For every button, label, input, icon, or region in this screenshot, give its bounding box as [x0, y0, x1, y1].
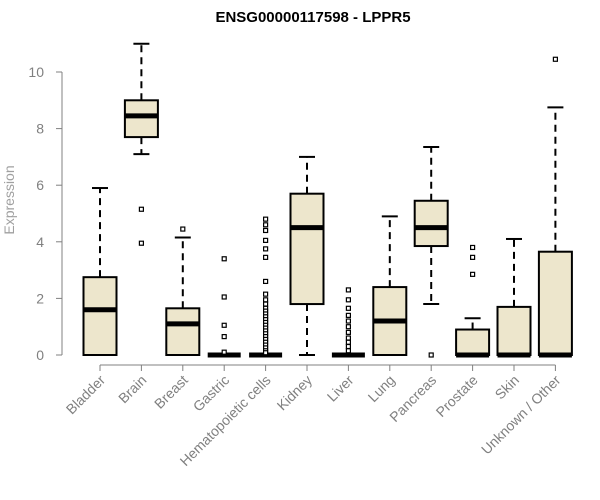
box-group: [537, 56, 573, 358]
box-iqr: [496, 305, 532, 357]
outlier-point: [345, 348, 351, 354]
box-group: [123, 42, 159, 246]
outlier-point: [263, 216, 269, 222]
outlier-point: [263, 237, 269, 243]
box-group: [455, 244, 491, 358]
outlier-point: [345, 343, 351, 350]
outlier-point: [263, 291, 269, 297]
outlier-point: [470, 244, 476, 251]
box-group: [82, 187, 118, 356]
box-group: [289, 155, 325, 356]
outlier-point: [263, 254, 269, 260]
x-tick-label: Kidney: [274, 372, 316, 414]
x-tick-label: Liver: [324, 372, 357, 405]
box-iqr: [289, 192, 325, 306]
box-iqr: [165, 307, 201, 356]
outlier-point: [470, 254, 476, 260]
x-tick-label: Prostate: [433, 372, 481, 420]
box-iqr: [123, 99, 159, 139]
box-group: [207, 256, 241, 358]
y-axis-label: Expression: [1, 165, 17, 234]
plot-area: [82, 42, 573, 358]
outlier-point: [263, 222, 269, 228]
x-tick-label: Bladder: [63, 372, 109, 418]
outlier-point: [345, 305, 351, 311]
box-group: [165, 226, 201, 356]
outlier-point: [345, 339, 351, 345]
outlier-point: [263, 297, 269, 303]
y-tick-label: 6: [36, 177, 44, 193]
y-tick-label: 4: [36, 234, 44, 250]
outlier-point: [428, 352, 434, 358]
outlier-point: [345, 312, 351, 318]
box-iqr: [455, 328, 491, 356]
y-tick-label: 10: [28, 64, 44, 80]
outlier-point: [345, 318, 351, 324]
outlier-point: [345, 335, 351, 341]
box-group: [249, 216, 283, 358]
outlier-point: [263, 278, 269, 285]
outlier-point: [263, 227, 269, 234]
x-tick-label: Lung: [365, 372, 398, 405]
outlier-point: [221, 349, 227, 355]
outlier-point: [345, 324, 351, 330]
box-group: [413, 145, 449, 358]
y-tick-label: 8: [36, 121, 44, 137]
box-group: [496, 237, 532, 358]
chart-title: ENSG00000117598 - LPPR5: [215, 9, 410, 26]
outlier-point: [221, 256, 227, 262]
outlier-point: [221, 334, 227, 340]
box-iqr: [82, 276, 118, 356]
outlier-point: [345, 287, 351, 293]
outlier-point: [263, 350, 269, 356]
outlier-point: [138, 206, 144, 212]
x-tick-label: Unknown / Other: [478, 372, 564, 458]
outlier-point: [345, 329, 351, 335]
x-tick-label: Breast: [151, 372, 191, 412]
box-group: [331, 287, 365, 358]
outlier-point: [263, 246, 269, 252]
box-iqr: [537, 250, 573, 356]
outlier-point: [470, 271, 476, 277]
y-tick-label: 2: [36, 290, 44, 306]
y-axis: 0 2 4 6 8 10: [28, 64, 63, 363]
y-tick-label: 0: [36, 347, 44, 363]
box-group: [372, 215, 408, 356]
x-tick-label: Skin: [492, 372, 523, 403]
box-iqr: [413, 199, 449, 248]
outlier-point: [345, 297, 351, 303]
outlier-point: [221, 294, 227, 300]
outlier-point: [138, 240, 144, 246]
x-tick-label: Brain: [115, 372, 149, 406]
outlier-point: [263, 301, 269, 307]
outlier-point: [221, 322, 227, 328]
outlier-point: [552, 56, 559, 62]
outlier-point: [180, 226, 186, 232]
